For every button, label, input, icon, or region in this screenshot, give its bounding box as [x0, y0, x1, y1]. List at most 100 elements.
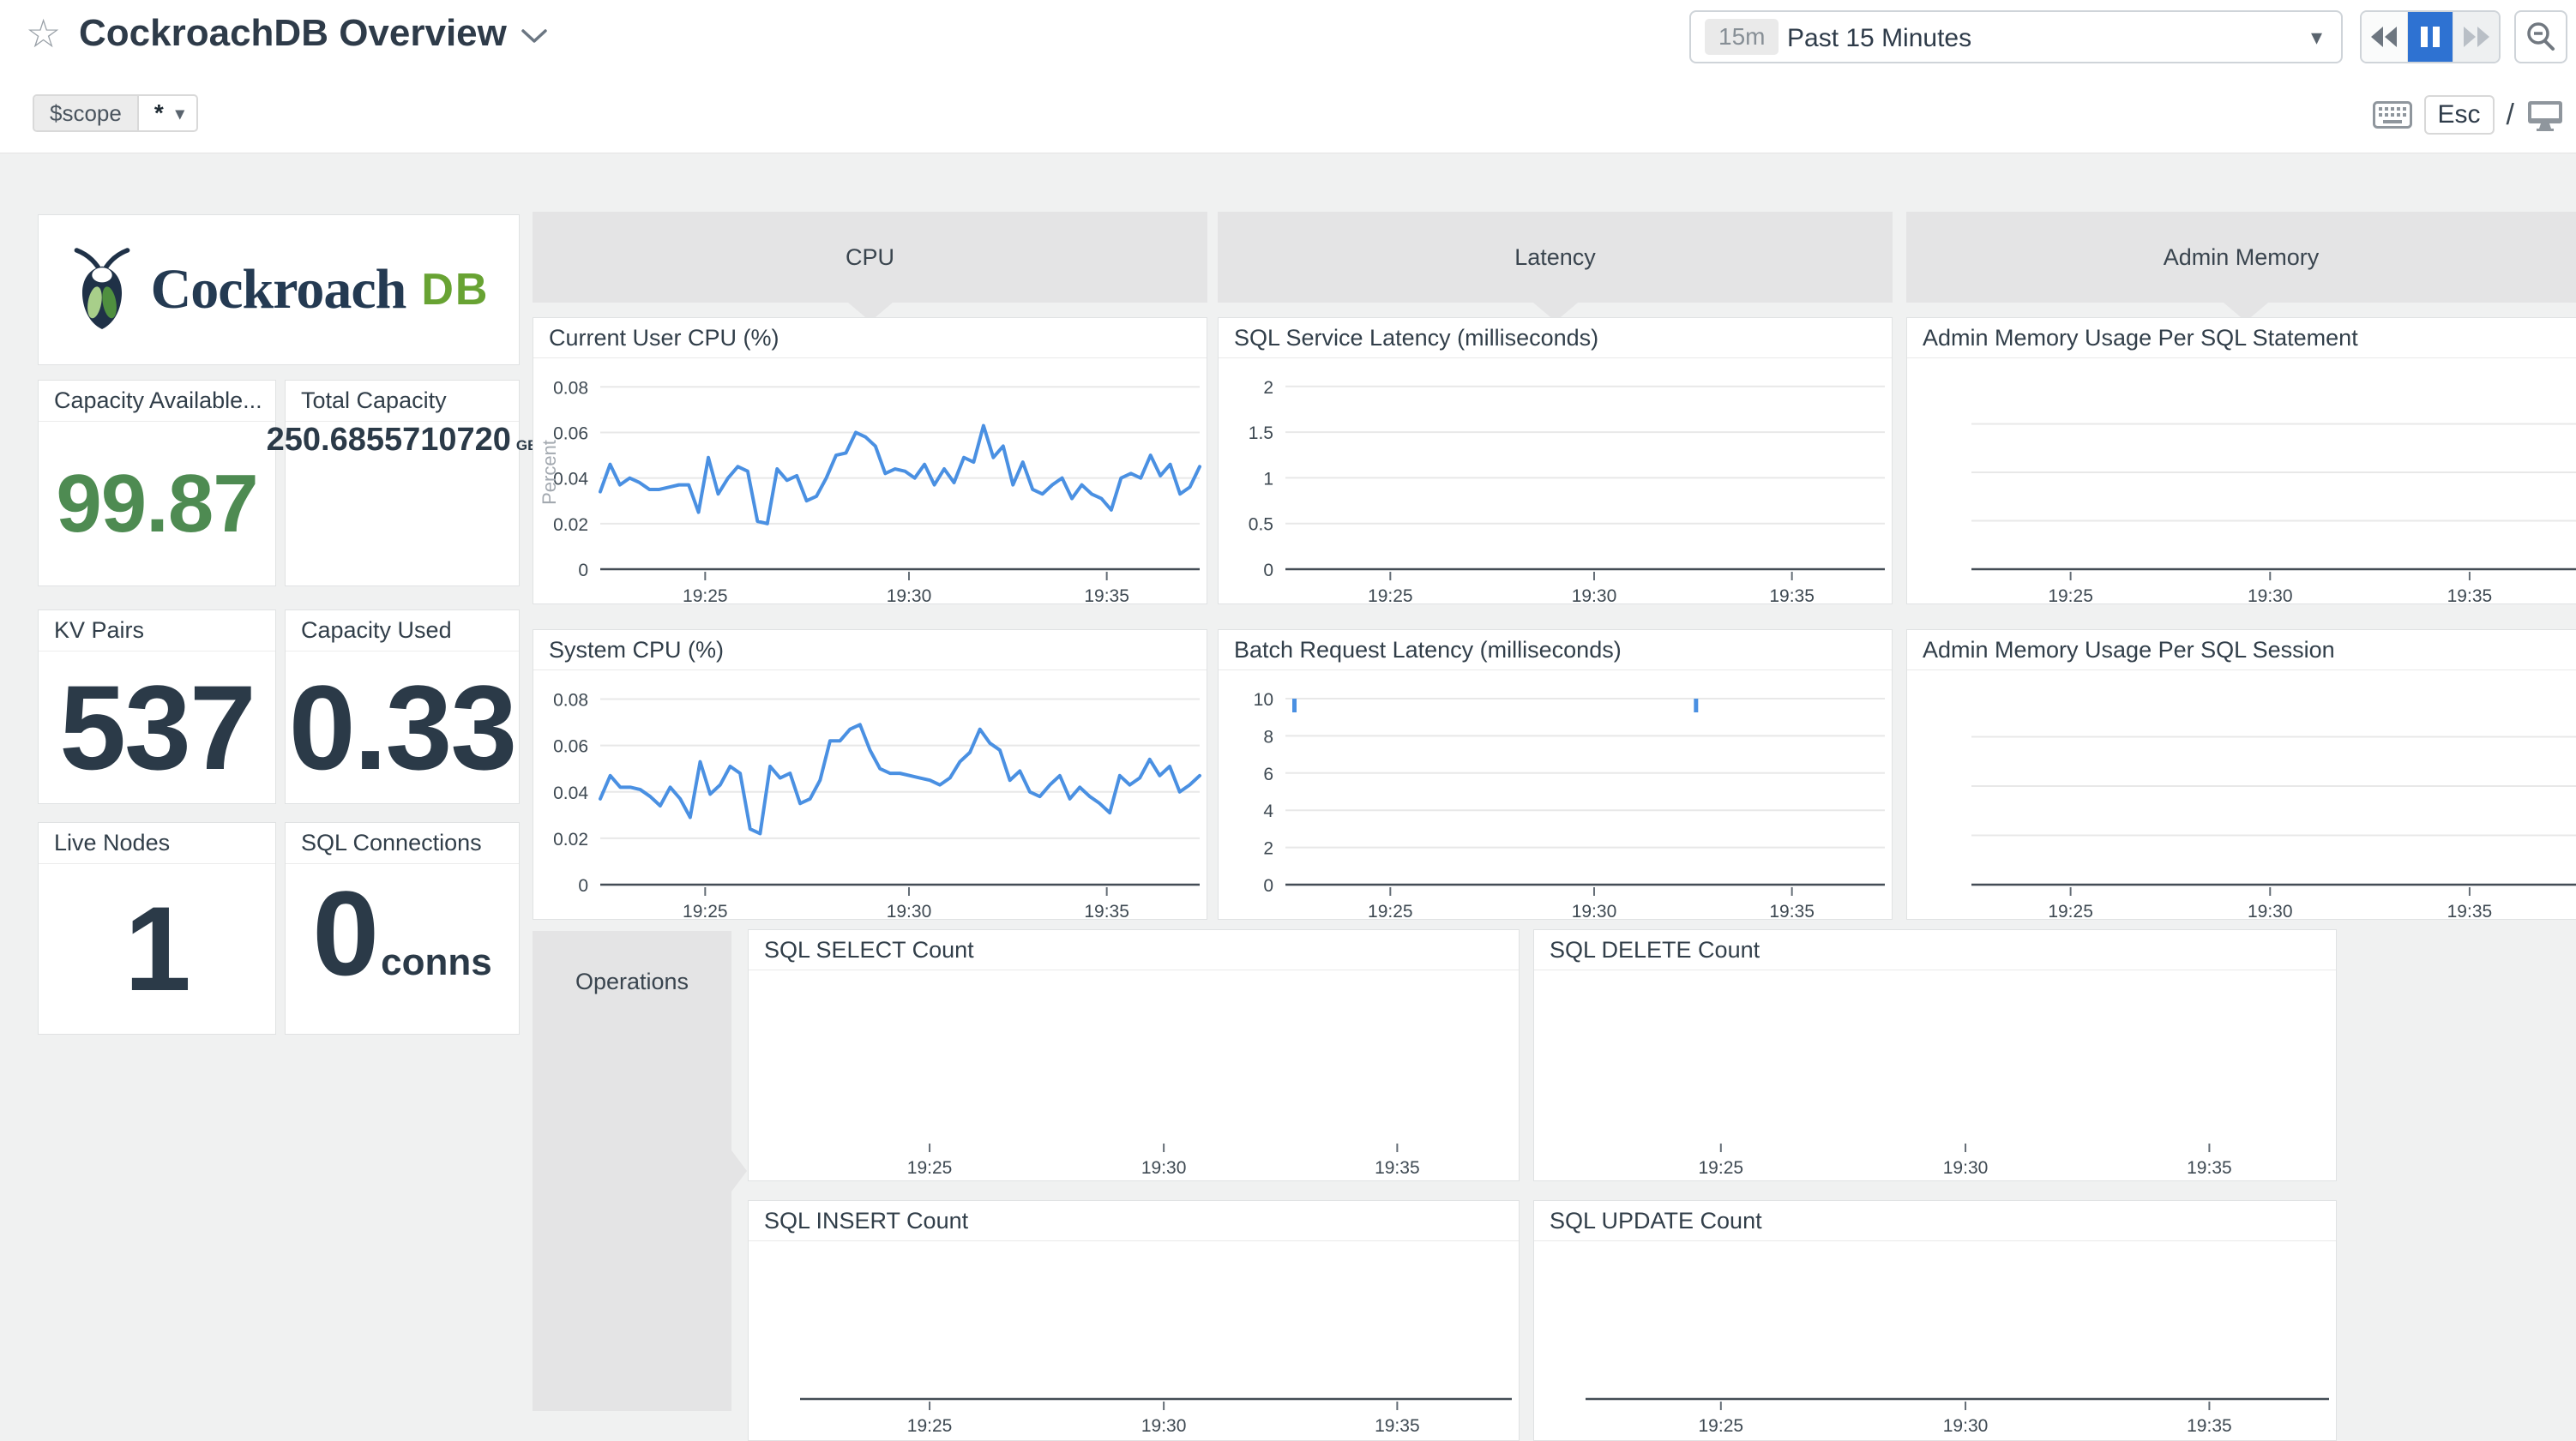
svg-text:0: 0 — [578, 561, 588, 580]
svg-text:0: 0 — [578, 876, 588, 896]
panel-title: SQL Service Latency (milliseconds) — [1219, 318, 1892, 358]
panel-sql-update-count[interactable]: SQL UPDATE Count 19:25 19:30 19:35 — [1533, 1200, 2337, 1441]
keyboard-icon — [2372, 101, 2412, 129]
stat-card-capacity-available[interactable]: Capacity Available... 99.87 — [38, 380, 276, 586]
chart-system-cpu: 0 0.02 0.04 0.06 0.08 19:25 19:30 19:35 — [533, 670, 1207, 919]
svg-text:0: 0 — [1263, 561, 1273, 580]
stat-card-title: SQL Connections — [286, 823, 519, 864]
panel-title: SQL INSERT Count — [749, 1201, 1519, 1241]
panel-sql-service-latency[interactable]: SQL Service Latency (milliseconds) 0 0.5 1… — [1218, 317, 1893, 604]
dashboard-header: ☆ CockroachDB Overview 15m Past 15 Minut… — [0, 0, 2576, 77]
panel-sql-insert-count[interactable]: SQL INSERT Count 19:25 19:30 19:35 — [748, 1200, 1520, 1441]
rewind-icon — [2371, 27, 2398, 47]
template-variable-caret-icon: ▾ — [175, 104, 184, 123]
svg-text:19:25: 19:25 — [1699, 1416, 1744, 1436]
pause-button[interactable] — [2407, 12, 2453, 62]
stat-card-sql-connections[interactable]: SQL Connections 0 conns — [285, 822, 520, 1035]
svg-text:0.02: 0.02 — [553, 830, 588, 850]
svg-text:19:30: 19:30 — [1141, 1416, 1187, 1436]
chart-batch-request-latency: 0 2 4 6 8 10 19:25 19:30 19:35 — [1219, 670, 1892, 919]
svg-text:2: 2 — [1263, 378, 1273, 398]
panel-admin-memory-session[interactable]: Admin Memory Usage Per SQL Session 19:25… — [1906, 629, 2576, 920]
shortcut-hints: Esc / — [2372, 93, 2564, 137]
fast-forward-icon — [2463, 27, 2489, 47]
svg-text:19:30: 19:30 — [887, 586, 932, 603]
panel-sql-select-count[interactable]: SQL SELECT Count 19:25 19:30 19:35 — [748, 929, 1520, 1181]
group-label: CPU — [845, 243, 894, 270]
svg-text:1.5: 1.5 — [1249, 423, 1273, 443]
template-variable-scope[interactable]: $scope * ▾ — [33, 94, 198, 132]
group-header-latency[interactable]: Latency — [1218, 212, 1893, 321]
page-title: CockroachDB Overview — [79, 12, 507, 54]
esc-key-button[interactable]: Esc — [2423, 95, 2495, 135]
panel-current-user-cpu[interactable]: Current User CPU (%) 0 0.02 0.04 0.06 0.08 19… — [533, 317, 1207, 604]
zoom-out-button[interactable] — [2514, 10, 2567, 63]
svg-text:19:30: 19:30 — [1943, 1158, 1989, 1178]
svg-text:19:25: 19:25 — [907, 1158, 953, 1178]
stat-card-live-nodes[interactable]: Live Nodes 1 — [38, 822, 276, 1035]
group-notch — [847, 303, 893, 321]
svg-text:19:25: 19:25 — [683, 902, 728, 919]
group-notch — [731, 1150, 747, 1192]
panel-system-cpu[interactable]: System CPU (%) 0 0.02 0.04 0.06 0.08 19:25 19:… — [533, 629, 1207, 920]
svg-text:0.5: 0.5 — [1249, 515, 1273, 535]
svg-text:19:25: 19:25 — [907, 1416, 953, 1436]
panel-sql-delete-count[interactable]: SQL DELETE Count 19:25 19:30 19:35 — [1533, 929, 2337, 1181]
logo-wordmark: Cockroach — [150, 258, 407, 321]
stat-card-title: Live Nodes — [39, 823, 275, 864]
zoom-out-icon — [2527, 22, 2555, 51]
stat-card-capacity-used[interactable]: Capacity Used 0.33 — [285, 609, 520, 804]
svg-text:19:25: 19:25 — [2048, 902, 2093, 919]
time-range-selector[interactable]: 15m Past 15 Minutes ▾ — [1689, 10, 2343, 63]
panel-title: Batch Request Latency (milliseconds) — [1219, 630, 1892, 670]
group-header-cpu[interactable]: CPU — [533, 212, 1207, 321]
cockroachdb-logo-card: Cockroach DB — [38, 214, 520, 365]
svg-text:19:25: 19:25 — [1368, 902, 1413, 919]
chart-sql-select-count: 19:25 19:30 19:35 — [749, 970, 1519, 1180]
stat-card-total-capacity[interactable]: Total Capacity 250.6855710720 GB — [267, 380, 538, 586]
slash-separator: / — [2506, 98, 2514, 131]
panel-title: Current User CPU (%) — [533, 318, 1207, 358]
svg-text:19:35: 19:35 — [2187, 1158, 2232, 1178]
chart-sql-insert-count: 19:25 19:30 19:35 — [749, 1241, 1519, 1440]
stat-value: 0 — [312, 866, 379, 1000]
svg-text:19:30: 19:30 — [887, 902, 932, 919]
svg-text:19:35: 19:35 — [2447, 586, 2493, 603]
svg-text:8: 8 — [1263, 727, 1273, 747]
favorite-star-icon[interactable]: ☆ — [26, 11, 62, 56]
svg-text:19:35: 19:35 — [2447, 902, 2493, 919]
svg-text:19:30: 19:30 — [1141, 1158, 1187, 1178]
svg-text:10: 10 — [1254, 690, 1273, 710]
svg-text:1: 1 — [1263, 469, 1273, 489]
svg-text:Percent: Percent — [539, 440, 560, 505]
title-chevron-down-icon[interactable] — [521, 29, 547, 49]
pause-icon — [2421, 27, 2440, 47]
panel-title: System CPU (%) — [533, 630, 1207, 670]
stat-card-title: Capacity Used — [286, 610, 519, 651]
chart-sql-delete-count: 19:25 19:30 19:35 — [1534, 970, 2336, 1180]
svg-text:0.08: 0.08 — [553, 378, 588, 398]
stat-value: 0.33 — [288, 659, 517, 795]
stat-card-kv-pairs[interactable]: KV Pairs 537 — [38, 609, 276, 804]
panel-batch-request-latency[interactable]: Batch Request Latency (milliseconds) 0 2 4… — [1218, 629, 1893, 920]
group-label: Admin Memory — [2163, 243, 2320, 270]
group-label: Operations — [575, 969, 689, 994]
svg-text:0.06: 0.06 — [553, 423, 588, 443]
group-label: Latency — [1514, 243, 1596, 270]
svg-text:2: 2 — [1263, 839, 1273, 859]
panel-admin-memory-statement[interactable]: Admin Memory Usage Per SQL Statement 19:… — [1906, 317, 2576, 604]
group-header-operations[interactable]: Operations — [533, 931, 747, 1411]
stat-card-title: KV Pairs — [39, 610, 275, 651]
svg-text:19:35: 19:35 — [1769, 586, 1815, 603]
svg-text:19:30: 19:30 — [2248, 902, 2293, 919]
svg-text:0.08: 0.08 — [553, 691, 588, 711]
stat-card-title: Total Capacity — [286, 381, 519, 422]
group-header-admin-memory[interactable]: Admin Memory — [1906, 212, 2576, 321]
fullscreen-monitor-icon[interactable] — [2526, 98, 2564, 132]
template-variable-value[interactable]: * ▾ — [139, 96, 196, 130]
svg-text:19:35: 19:35 — [1375, 1158, 1420, 1178]
time-range-label: Past 15 Minutes — [1787, 24, 1972, 52]
rewind-button[interactable] — [2362, 12, 2408, 62]
fast-forward-button[interactable] — [2453, 12, 2499, 62]
stat-unit: conns — [381, 941, 492, 983]
